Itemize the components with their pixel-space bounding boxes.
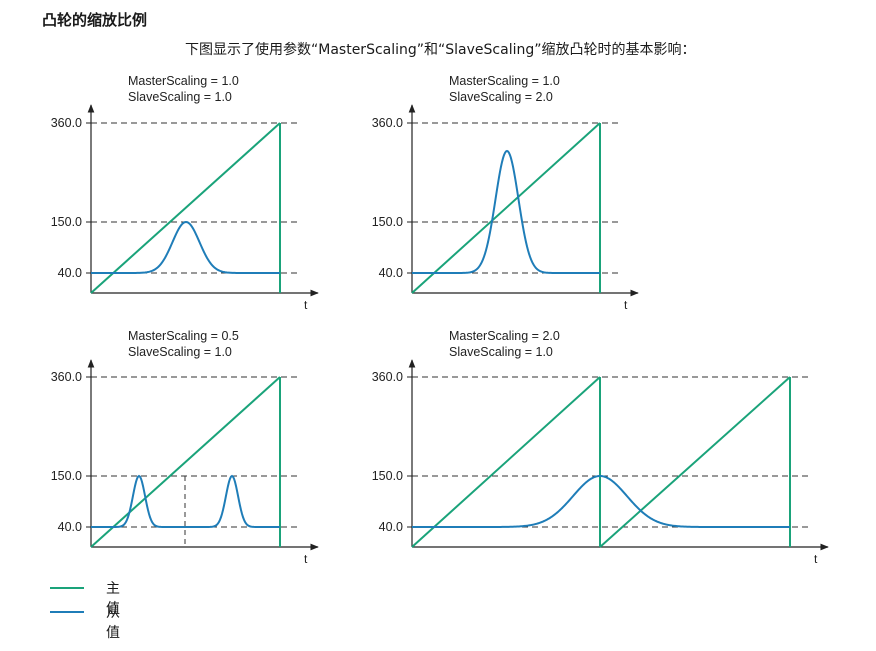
scaling-label: SlaveScaling = 1.0 — [449, 345, 553, 359]
y-tick-label: 150.0 — [51, 469, 82, 483]
master-ramp — [90, 122, 281, 294]
cam-diagram-3: MasterScaling = 0.5 SlaveScaling = 1.0 360… — [51, 329, 319, 566]
scaling-label: MasterScaling = 0.5 — [128, 329, 239, 343]
x-axis-label: t — [304, 552, 308, 566]
slave-curve — [91, 220, 280, 274]
y-tick-label: 150.0 — [372, 469, 403, 483]
slave-curve — [412, 149, 600, 274]
y-tick-label: 360.0 — [51, 370, 82, 384]
slave-curve — [91, 474, 280, 528]
scaling-label: MasterScaling = 1.0 — [128, 74, 239, 88]
legend-label-slave: 从值 — [106, 605, 120, 641]
slave-curve — [412, 474, 790, 528]
y-tick-label: 150.0 — [372, 215, 403, 229]
scaling-label: MasterScaling = 2.0 — [449, 329, 560, 343]
y-tick-label: 40.0 — [58, 520, 82, 534]
legend-swatch-slave — [50, 611, 84, 613]
x-axis-label: t — [814, 552, 818, 566]
x-axis-label: t — [624, 298, 628, 312]
cam-diagram-2: MasterScaling = 1.0 SlaveScaling = 2.0 360… — [372, 74, 639, 312]
y-tick-label: 150.0 — [51, 215, 82, 229]
y-tick-label: 360.0 — [372, 116, 403, 130]
master-ramp — [599, 376, 791, 548]
y-tick-label: 40.0 — [379, 266, 403, 280]
intro-text: 下图显示了使用参数“MasterScaling”和“SlaveScaling”缩… — [185, 42, 696, 58]
page-title: 凸轮的缩放比例 — [42, 11, 148, 29]
y-tick-label: 360.0 — [51, 116, 82, 130]
cam-diagram-1: MasterScaling = 1.0 SlaveScaling = 1.0 360… — [51, 74, 319, 312]
master-ramp — [411, 376, 601, 548]
x-axis-label: t — [304, 298, 308, 312]
y-tick-label: 360.0 — [372, 370, 403, 384]
master-ramp — [90, 376, 281, 548]
scaling-label: MasterScaling = 1.0 — [449, 74, 560, 88]
y-tick-label: 40.0 — [379, 520, 403, 534]
scaling-label: SlaveScaling = 1.0 — [128, 345, 232, 359]
scaling-label: SlaveScaling = 2.0 — [449, 90, 553, 104]
y-tick-label: 40.0 — [58, 266, 82, 280]
scaling-label: SlaveScaling = 1.0 — [128, 90, 232, 104]
master-ramp — [411, 122, 601, 294]
legend-swatch-master — [50, 587, 84, 589]
legend-label-master: 主值 — [106, 581, 120, 617]
cam-diagram-4: MasterScaling = 2.0 SlaveScaling = 1.0 360… — [372, 329, 829, 566]
